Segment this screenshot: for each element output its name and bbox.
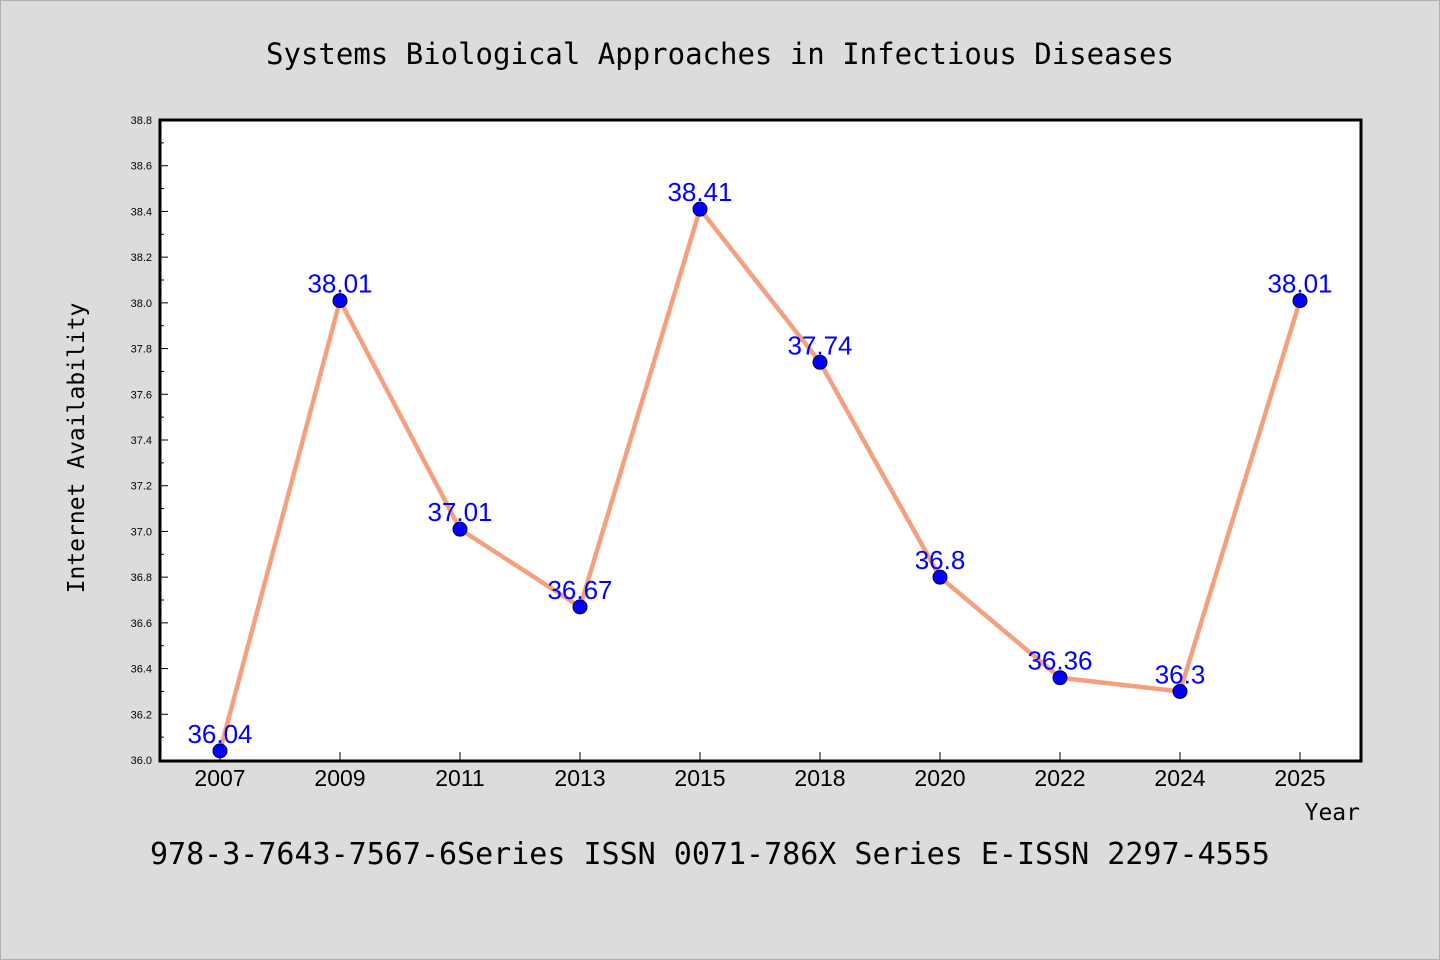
y-tick-label: 36.6 (131, 618, 152, 630)
x-axis-label: Year (1305, 800, 1360, 826)
x-tick-label: 2007 (194, 765, 245, 791)
data-label: 36.36 (1027, 646, 1092, 676)
y-tick-label: 37.4 (131, 435, 152, 447)
y-tick-label: 36.8 (131, 572, 152, 584)
x-tick-label: 2011 (435, 765, 484, 791)
data-point (212, 743, 228, 759)
x-tick-label: 2022 (1034, 765, 1085, 791)
y-tick-label: 36.0 (131, 755, 152, 767)
y-tick-label: 37.0 (131, 526, 152, 538)
x-tick-label: 2024 (1154, 765, 1205, 791)
data-point (932, 569, 948, 585)
plot-area (160, 120, 1361, 761)
data-label: 37.74 (787, 330, 852, 360)
data-point (1052, 670, 1068, 686)
data-point (1292, 293, 1308, 309)
y-tick-labels: 36.0 36.2 36.4 36.6 36.8 37.0 37.2 37.4 37.6 37.8… (131, 115, 152, 767)
y-tick-label: 37.8 (131, 344, 152, 356)
y-tick-label: 37.2 (131, 481, 152, 493)
data-label: 36.8 (915, 545, 966, 575)
data-point (572, 599, 588, 615)
data-point (1172, 683, 1188, 699)
data-label: 38.01 (307, 269, 372, 299)
x-tick-labels: 2007 2009 2011 2013 2015 2018 2020 2022 2024 2025 (194, 765, 1325, 791)
y-tick-label: 36.2 (131, 709, 152, 721)
y-tick-label: 38.8 (131, 115, 152, 127)
data-label: 37.01 (427, 497, 492, 527)
data-point (332, 293, 348, 309)
x-tick-label: 2025 (1274, 765, 1325, 791)
plot-border (158, 118, 1363, 763)
data-label: 38.41 (667, 177, 732, 207)
x-tick-label: 2020 (914, 765, 965, 791)
data-label: 36.04 (187, 719, 252, 749)
data-point (692, 201, 708, 217)
series-line (217, 206, 1303, 752)
data-point (452, 521, 468, 537)
data-point (812, 354, 828, 370)
y-tick-label: 38.2 (131, 252, 152, 264)
x-tick-label: 2013 (554, 765, 605, 791)
caption: 978-3-7643-7567-6Series ISSN 0071-786X S… (150, 837, 1270, 872)
x-tick-label: 2009 (314, 765, 365, 791)
x-tick-label: 2015 (674, 765, 725, 791)
data-markers (212, 201, 1308, 759)
y-tick-label: 37.6 (131, 389, 152, 401)
data-label: 36.3 (1155, 659, 1206, 689)
y-tick-label: 38.4 (131, 206, 152, 218)
y-tick-label: 36.4 (131, 664, 152, 676)
y-axis-label: Internet Availability (64, 303, 90, 594)
data-label: 38.01 (1267, 269, 1332, 299)
x-tick-label: 2018 (794, 765, 845, 791)
data-label: 36.67 (547, 575, 612, 605)
data-labels: 36.04 38.01 37.01 36.67 38.41 37.74 36.8 36.36 3… (187, 177, 1332, 749)
y-tick-label: 38.6 (131, 161, 152, 173)
chart-title: Systems Biological Approaches in Infecti… (266, 37, 1174, 71)
y-tick-label: 38.0 (131, 298, 152, 310)
